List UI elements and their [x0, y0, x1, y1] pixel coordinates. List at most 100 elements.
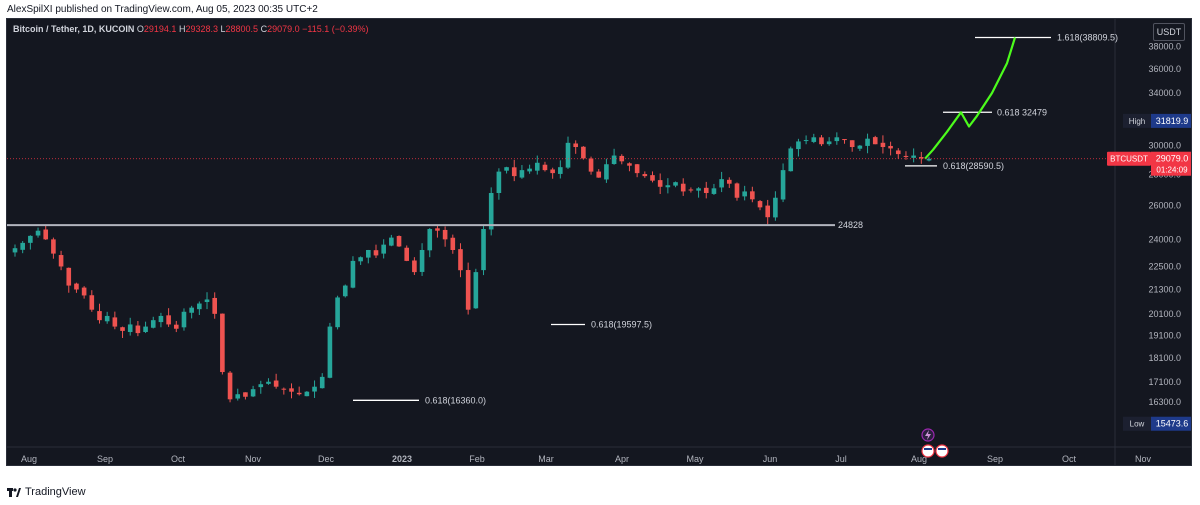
fib-label: 0.618(19597.5) — [591, 319, 652, 329]
candle-body — [296, 392, 302, 395]
footer: TradingView — [7, 486, 86, 498]
low-label: L — [220, 24, 226, 34]
candle-body — [803, 140, 809, 142]
candle-body — [872, 137, 878, 145]
open-value: 29194.1 — [143, 24, 177, 34]
x-tick-label: Dec — [318, 454, 335, 464]
candle-body — [158, 315, 164, 323]
candle-body — [811, 137, 817, 142]
price-chart[interactable]: 38000.036000.034000.032000.030000.028000… — [7, 19, 1192, 466]
candle-body — [703, 187, 709, 194]
candle-body — [765, 205, 771, 218]
y-tick-label: 22500.0 — [1148, 261, 1181, 271]
candle-body — [204, 299, 210, 303]
candle-body — [680, 183, 686, 192]
x-tick-label: Oct — [171, 454, 186, 464]
price-axis[interactable] — [1115, 19, 1192, 466]
candle-body — [895, 150, 901, 155]
candle-body — [550, 169, 555, 174]
projection-path[interactable] — [924, 37, 1017, 160]
y-tick-label: 21300.0 — [1148, 284, 1181, 294]
y-tick-label: 19100.0 — [1148, 330, 1181, 340]
candle-body — [97, 311, 102, 321]
candle-body — [750, 191, 755, 200]
x-tick-label: Jun — [763, 454, 778, 464]
candle-body — [235, 394, 241, 399]
candle-body — [757, 201, 763, 208]
currency-button[interactable]: USDT — [1153, 23, 1185, 41]
candle-body — [481, 228, 486, 271]
candle-body — [258, 384, 264, 388]
candle-body — [588, 158, 594, 172]
footer-brand: TradingView — [25, 486, 86, 498]
candle-body — [243, 392, 248, 397]
candle-body — [488, 193, 494, 230]
candle-body — [919, 157, 924, 159]
candle-body — [650, 175, 655, 181]
x-tick-label: Aug — [21, 454, 37, 464]
candle-body — [773, 197, 778, 218]
lightning-glyph-icon — [925, 430, 931, 440]
candle-body — [819, 137, 824, 145]
candle-body — [120, 327, 125, 331]
countdown-label: 01:24:09 — [1156, 166, 1188, 175]
candle-body — [273, 380, 279, 387]
candle-body — [611, 155, 617, 165]
x-tick-label: Jul — [835, 454, 847, 464]
current-price-label: 29079.0 — [1156, 154, 1189, 164]
candle-body — [849, 140, 855, 148]
tradingview-logo-icon — [7, 487, 21, 497]
high-tag — [1123, 113, 1151, 128]
low-tag — [1123, 416, 1151, 431]
candle-body — [312, 386, 317, 392]
candle-body — [442, 229, 448, 240]
x-tick-label: Nov — [1135, 454, 1152, 464]
high-label: H — [178, 24, 186, 34]
candle-body — [150, 320, 156, 328]
candle-body — [857, 145, 863, 149]
candle-body — [788, 148, 794, 172]
candle-body — [66, 267, 72, 286]
x-tick-label: May — [686, 454, 704, 464]
candle-body — [888, 145, 893, 149]
candle-body — [81, 287, 87, 296]
candle-body — [834, 137, 840, 142]
candle-body — [212, 297, 218, 314]
x-tick-label: Aug — [911, 454, 927, 464]
candle-body — [74, 283, 79, 290]
candle-body — [51, 239, 56, 254]
current-price-box — [1151, 151, 1191, 176]
change-value: −115.1 (−0.39%) — [302, 24, 369, 34]
us-flag-event-icon[interactable] — [921, 444, 935, 458]
candle-body — [319, 376, 325, 389]
symbol-legend: Bitcoin / Tether, 1D, KUCOIN O29194.1 H2… — [13, 24, 369, 34]
y-tick-label: 34000.0 — [1148, 88, 1181, 98]
candle-body — [642, 174, 648, 177]
y-tick-label: 36000.0 — [1148, 64, 1181, 74]
candle-body — [358, 257, 363, 262]
candle-body — [366, 249, 371, 258]
candle-body — [711, 188, 717, 194]
open-label: O — [136, 24, 144, 34]
chart-panel[interactable]: 38000.036000.034000.032000.030000.028000… — [6, 18, 1192, 466]
x-tick-label: Mar — [538, 454, 554, 464]
candle-body — [534, 162, 540, 171]
high-value: 29328.3 — [185, 24, 218, 34]
candle-body — [673, 182, 678, 186]
candle-body — [304, 391, 310, 397]
us-flag-event-icon-2[interactable] — [935, 444, 949, 458]
candle-body — [519, 170, 525, 178]
candle-body — [289, 388, 294, 392]
candle-body — [496, 171, 502, 193]
candle-body — [350, 260, 356, 288]
candle-body — [527, 168, 532, 172]
fib-label: 1.618(38809.5) — [1057, 32, 1118, 42]
candle-body — [719, 179, 724, 188]
candle-body — [688, 189, 694, 191]
y-tick-label: 24000.0 — [1148, 234, 1181, 244]
candle-body — [28, 235, 33, 243]
candle-body — [742, 191, 747, 197]
publish-header: AlexSpilXI published on TradingView.com,… — [7, 4, 318, 15]
candle-body — [189, 307, 194, 313]
candle-body — [596, 171, 602, 178]
